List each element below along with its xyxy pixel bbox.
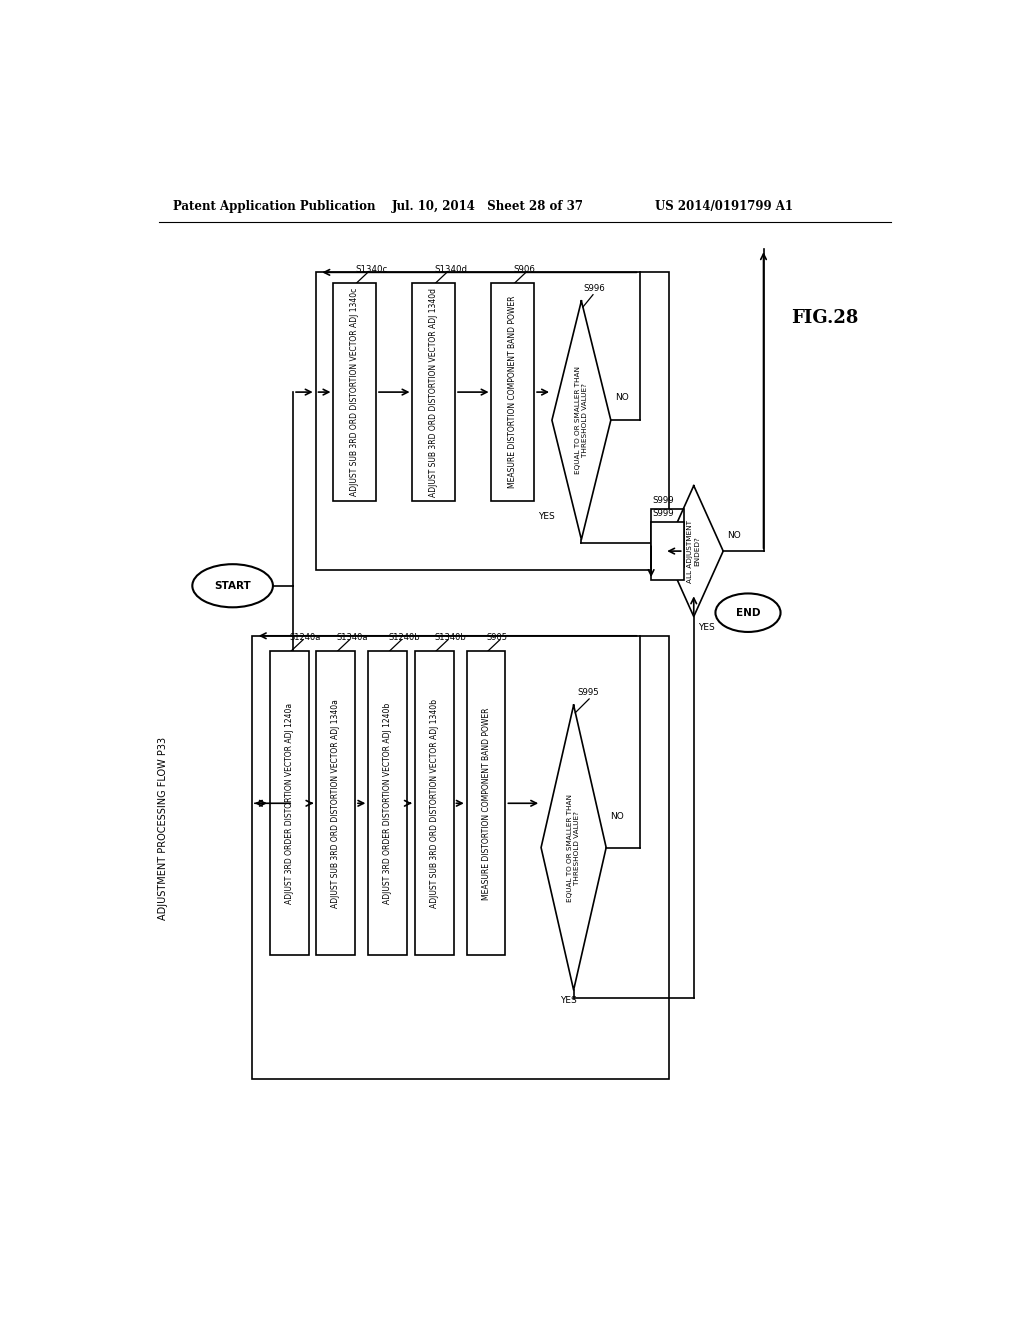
Text: END: END bbox=[736, 607, 760, 618]
Text: S906: S906 bbox=[514, 265, 536, 273]
Text: ADJUST 3RD ORDER DISTORTION VECTOR ADJ 1240a: ADJUST 3RD ORDER DISTORTION VECTOR ADJ 1… bbox=[285, 702, 294, 904]
Ellipse shape bbox=[716, 594, 780, 632]
Text: ALL ADJUSTMENT
ENDED?: ALL ADJUSTMENT ENDED? bbox=[687, 520, 700, 582]
Text: S1240b: S1240b bbox=[388, 632, 420, 642]
Text: EQUAL TO OR SMALLER THAN
THRESHOLD VALUE?: EQUAL TO OR SMALLER THAN THRESHOLD VALUE… bbox=[567, 793, 581, 902]
Text: S995: S995 bbox=[578, 689, 599, 697]
Text: S1340d: S1340d bbox=[434, 265, 468, 273]
Text: ADJUST SUB 3RD ORD DISTORTION VECTOR ADJ 1340c: ADJUST SUB 3RD ORD DISTORTION VECTOR ADJ… bbox=[350, 288, 359, 496]
Text: NO: NO bbox=[614, 392, 629, 401]
Text: US 2014/0191799 A1: US 2014/0191799 A1 bbox=[655, 199, 793, 213]
Text: NO: NO bbox=[610, 812, 624, 821]
Text: ADJUSTMENT PROCESSING FLOW P33: ADJUSTMENT PROCESSING FLOW P33 bbox=[158, 737, 168, 920]
Bar bbox=[334, 284, 376, 502]
Text: ADJUST 3RD ORDER DISTORTION VECTOR ADJ 1240b: ADJUST 3RD ORDER DISTORTION VECTOR ADJ 1… bbox=[383, 702, 392, 904]
Bar bbox=[316, 651, 355, 956]
Text: NO: NO bbox=[727, 531, 740, 540]
Text: Patent Application Publication: Patent Application Publication bbox=[173, 199, 376, 213]
Text: S1340b: S1340b bbox=[435, 632, 467, 642]
Text: S996: S996 bbox=[584, 284, 605, 293]
Bar bbox=[492, 284, 535, 502]
Text: MEASURE DISTORTION COMPONENT BAND POWER: MEASURE DISTORTION COMPONENT BAND POWER bbox=[508, 296, 517, 488]
Bar bbox=[413, 284, 455, 502]
Bar bbox=[270, 651, 308, 956]
Bar bbox=[315, 272, 669, 570]
Bar bbox=[467, 651, 506, 956]
Text: S1240a: S1240a bbox=[290, 632, 322, 642]
Text: Jul. 10, 2014   Sheet 28 of 37: Jul. 10, 2014 Sheet 28 of 37 bbox=[391, 199, 584, 213]
Text: ADJUST SUB 3RD ORD DISTORTION VECTOR ADJ 1340d: ADJUST SUB 3RD ORD DISTORTION VECTOR ADJ… bbox=[429, 288, 438, 496]
Text: S999: S999 bbox=[652, 510, 674, 519]
Bar bbox=[651, 508, 684, 566]
Text: S905: S905 bbox=[486, 632, 508, 642]
Text: YES: YES bbox=[560, 997, 577, 1005]
Ellipse shape bbox=[193, 564, 273, 607]
Bar bbox=[415, 651, 454, 956]
Text: START: START bbox=[214, 581, 251, 591]
Text: ADJUST SUB 3RD ORD DISTORTION VECTOR ADJ 1340b: ADJUST SUB 3RD ORD DISTORTION VECTOR ADJ… bbox=[430, 698, 438, 908]
Text: YES: YES bbox=[697, 623, 715, 632]
Text: S1340a: S1340a bbox=[337, 632, 368, 642]
Text: S1340c: S1340c bbox=[355, 265, 388, 273]
Bar bbox=[369, 651, 407, 956]
Bar bbox=[252, 636, 669, 1078]
Text: MEASURE DISTORTION COMPONENT BAND POWER: MEASURE DISTORTION COMPONENT BAND POWER bbox=[481, 708, 490, 899]
Bar bbox=[651, 523, 684, 579]
Text: YES: YES bbox=[538, 512, 555, 521]
Text: EQUAL TO OR SMALLER THAN
THRESHOLD VALUE?: EQUAL TO OR SMALLER THAN THRESHOLD VALUE… bbox=[574, 366, 588, 474]
Text: FIG.28: FIG.28 bbox=[791, 309, 858, 326]
Text: ADJUST SUB 3RD ORD DISTORTION VECTOR ADJ 1340a: ADJUST SUB 3RD ORD DISTORTION VECTOR ADJ… bbox=[331, 698, 340, 908]
Text: S999: S999 bbox=[652, 496, 674, 506]
